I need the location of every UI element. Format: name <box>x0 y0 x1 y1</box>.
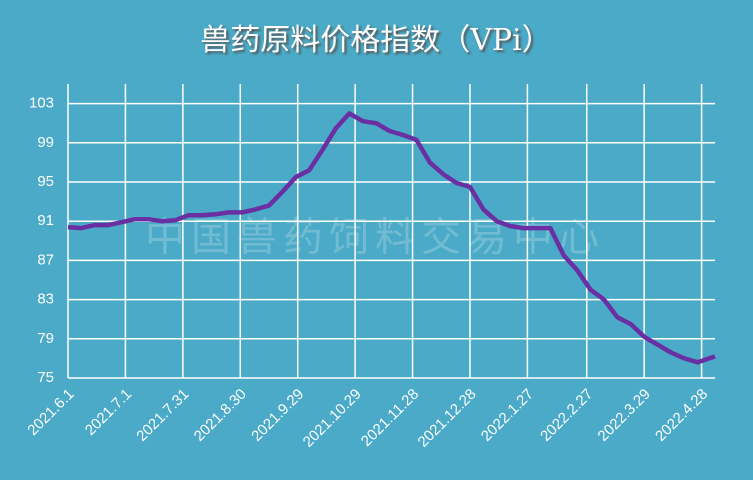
y-tick-label: 75 <box>37 369 54 386</box>
y-tick-label: 83 <box>37 291 54 308</box>
series-line <box>67 111 716 365</box>
y-tick-label: 103 <box>29 95 54 112</box>
y-tick-label: 99 <box>37 134 54 151</box>
y-tick-label: 95 <box>37 173 54 190</box>
chart-title: 兽药原料价格指数（VPi） <box>200 23 551 58</box>
y-tick-label: 79 <box>37 330 54 347</box>
watermark: 中国兽药饲料交易中心 <box>145 216 605 260</box>
y-tick-label: 87 <box>37 251 54 268</box>
y-tick-label: 91 <box>37 212 54 229</box>
